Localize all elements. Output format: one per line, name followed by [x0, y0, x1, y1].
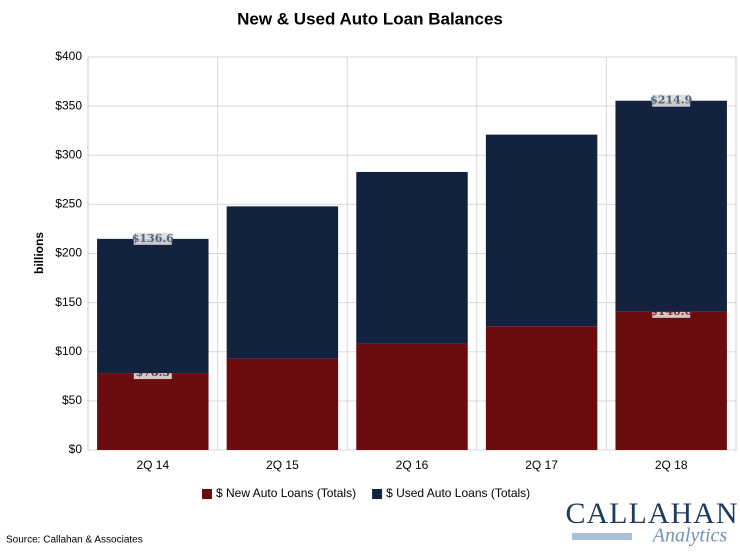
bar-segment — [97, 373, 209, 450]
bar-segment — [226, 358, 339, 450]
y-tick-label: $300 — [55, 147, 82, 161]
y-tick-label: $150 — [55, 295, 82, 309]
legend-label: $ Used Auto Loans (Totals) — [386, 486, 530, 500]
value-label-bg — [133, 232, 172, 245]
y-tick-label: $100 — [55, 344, 82, 358]
value-label: $136.6 — [132, 232, 174, 245]
bar-segment — [615, 100, 727, 312]
x-tick-label: 2Q 15 — [266, 458, 299, 472]
y-tick-label: $400 — [55, 49, 82, 63]
source: Source: Callahan & Associates — [6, 535, 143, 546]
x-tick-label: 2Q 16 — [396, 458, 429, 472]
legend-label: $ New Auto Loans (Totals) — [216, 486, 356, 500]
y-axis-label: billions — [32, 232, 46, 274]
x-tick-label: 2Q 14 — [136, 458, 169, 472]
logo-tagline: Analytics — [651, 525, 728, 547]
logo-name: CALLAHAN — [566, 497, 739, 530]
legend-swatch — [202, 489, 212, 499]
value-label: $214.9 — [650, 94, 692, 107]
bar-segment — [485, 134, 598, 327]
bar-segment — [356, 343, 468, 450]
legend-swatch — [372, 489, 383, 499]
bar-segment — [615, 311, 727, 450]
x-tick-label: 2Q 17 — [525, 458, 558, 472]
bar-segment — [97, 238, 209, 374]
x-tick-label: 2Q 18 — [655, 458, 688, 472]
y-tick-label: $350 — [55, 98, 82, 112]
bar-segment — [226, 206, 339, 359]
y-tick-label: $250 — [55, 197, 82, 211]
bar-segment — [485, 326, 598, 450]
bar-segment — [356, 171, 468, 344]
y-tick-label: $200 — [55, 246, 82, 260]
value-label-bg — [652, 94, 691, 107]
y-tick-label: $0 — [69, 442, 83, 456]
logo-bar — [572, 533, 632, 540]
chart-title: New & Used Auto Loan Balances — [237, 9, 503, 28]
y-tick-label: $50 — [62, 393, 82, 407]
